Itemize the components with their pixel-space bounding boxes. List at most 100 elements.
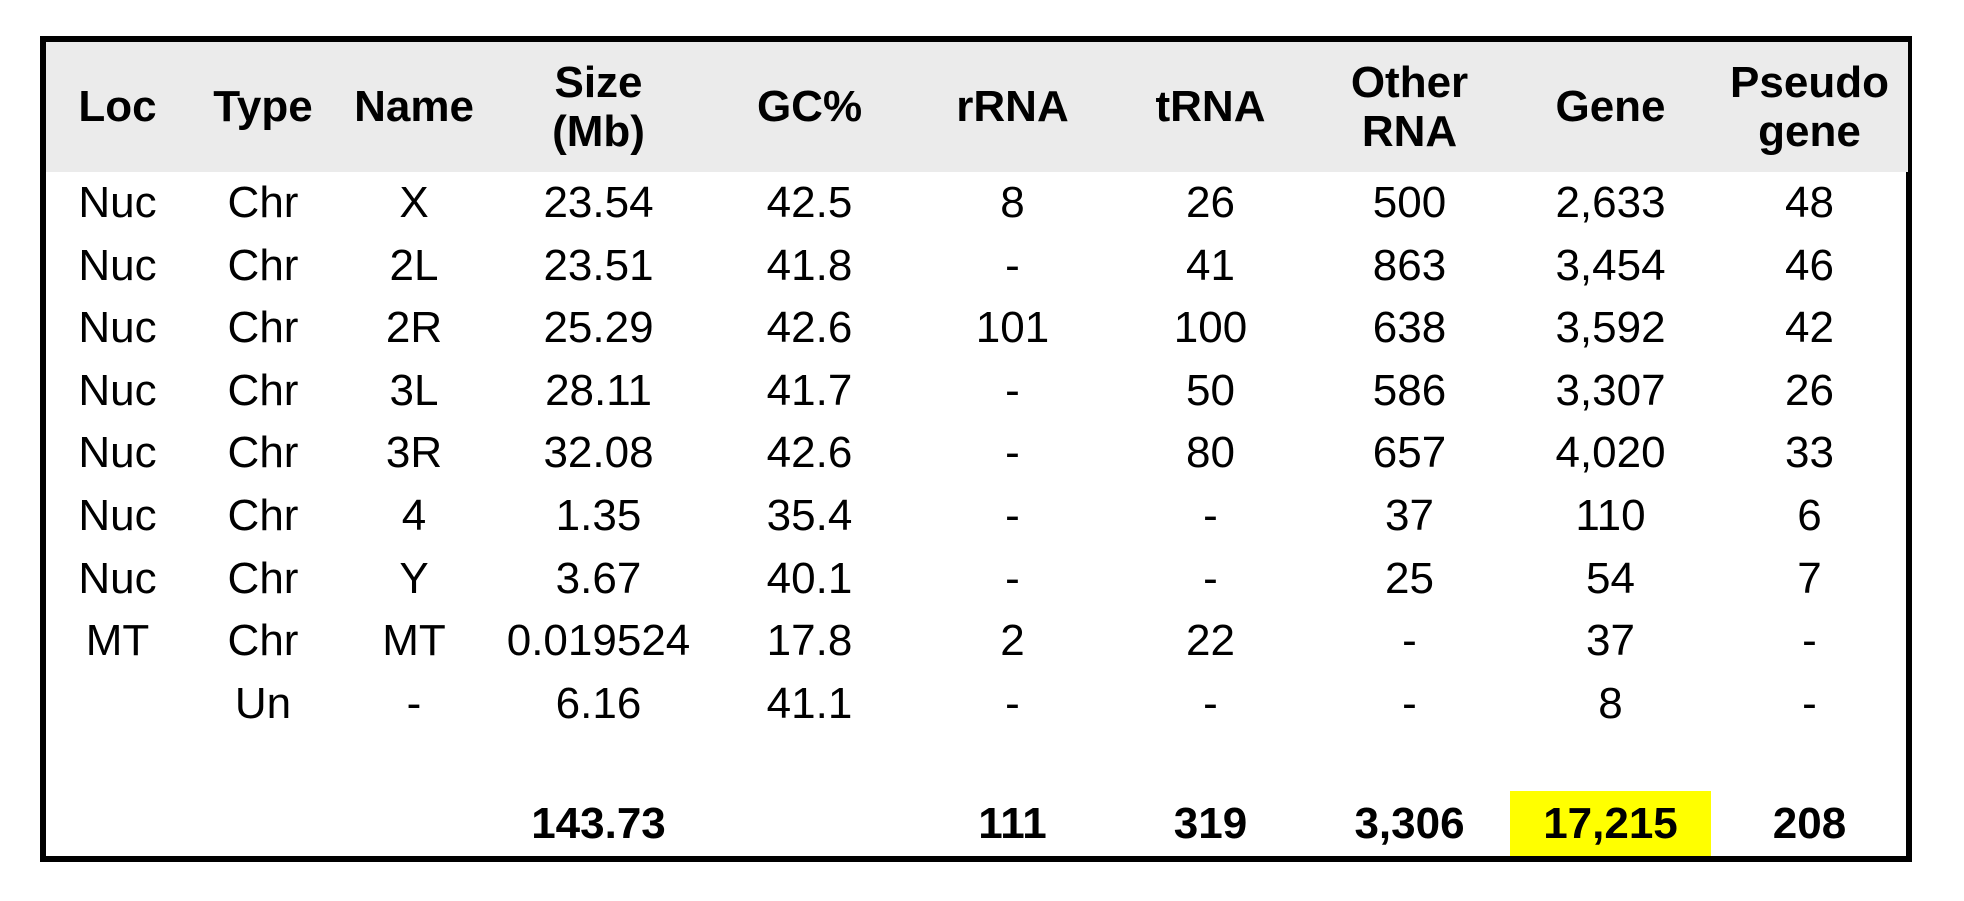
totals-row: 143.73 111 319 3,306 17,215 208	[46, 791, 1908, 856]
table-cell: -	[1005, 428, 1020, 478]
table-cell: Nuc	[78, 365, 157, 415]
table-cell	[706, 735, 913, 791]
table-cell: 6.16	[555, 678, 642, 728]
table-cell: 2R	[385, 303, 443, 353]
table-cell: 863	[1372, 240, 1447, 290]
table-cell: 4,020	[1555, 428, 1666, 478]
table-cell: -	[1005, 553, 1020, 603]
table-cell: 2,633	[1555, 178, 1666, 228]
table-cell: 28.11	[545, 365, 652, 415]
table-cell: 586	[1372, 365, 1447, 415]
table-cell: 48	[1785, 178, 1834, 228]
table-cell	[46, 791, 189, 856]
table-row: Nuc Chr Y 3.67 40.1 - - 25 54 7	[46, 547, 1908, 610]
table-cell: -	[1005, 491, 1020, 540]
table-cell: Y	[399, 553, 429, 603]
table-cell: 638	[1372, 303, 1447, 353]
table-cell: 3R	[385, 428, 443, 478]
table-cell: 25.29	[543, 303, 654, 353]
table-cell: Chr	[227, 240, 299, 290]
table-row: Nuc Chr 2L 23.51 41.8 - 41 863 3,454 46	[46, 235, 1908, 298]
table-cell: 41	[1186, 240, 1235, 290]
column-header-gc-percent: GC%	[706, 42, 913, 172]
table-cell: 8	[1000, 178, 1025, 228]
table-cell: MT	[85, 616, 150, 666]
table-cell: Chr	[227, 491, 299, 540]
table-cell	[1510, 735, 1711, 791]
table-cell: -	[1203, 678, 1218, 728]
table-cell: 46	[1785, 240, 1834, 290]
table-cell: 54	[1586, 553, 1635, 603]
table-cell: 35.4	[766, 491, 853, 540]
table-cell	[337, 791, 491, 856]
table-cell: -	[406, 678, 422, 728]
table-cell: -	[1203, 491, 1218, 540]
table-row: Nuc Chr 3L 28.11 41.7 - 50 586 3,307 26	[46, 360, 1908, 423]
table-cell	[491, 735, 706, 791]
table-cell: 3,306	[1354, 798, 1465, 848]
table-cell: 4	[401, 491, 427, 540]
table-cell: Chr	[227, 365, 299, 415]
table-cell: 17.8	[766, 616, 853, 666]
table-cell	[1112, 735, 1309, 791]
table-cell: 111	[978, 798, 1047, 848]
table-cell: MT	[382, 616, 446, 666]
table-cell: Nuc	[78, 240, 157, 290]
table-row: Nuc Chr 4 1.35 35.4 - - 37 110 6	[46, 485, 1908, 548]
table-body: Nuc Chr X 23.54 42.5 8 26 500 2,633 48 Nuc Chr 2L 23.…	[46, 172, 1908, 856]
header-row: Loc Type Name Size (Mb) GC% rRNA tRNA Ot…	[46, 42, 1908, 172]
table-cell: 657	[1372, 428, 1447, 478]
table-cell: 3.67	[555, 553, 642, 603]
table-cell: 3L	[389, 365, 439, 415]
table-cell: 7	[1797, 553, 1822, 603]
table-cell: -	[1203, 553, 1218, 603]
table-cell: 3,592	[1555, 303, 1666, 353]
table-cell: 3,454	[1555, 240, 1666, 290]
table-cell: 37	[1586, 616, 1635, 666]
table-cell: 41.1	[766, 678, 853, 728]
column-header-type: Type	[189, 42, 337, 172]
table-cell: -	[1402, 616, 1417, 666]
table-cell: 143.73	[531, 798, 666, 848]
table-cell: Nuc	[78, 491, 157, 540]
column-header-loc: Loc	[46, 42, 189, 172]
table-cell: 42.6	[766, 303, 853, 353]
table-cell	[189, 735, 337, 791]
table-cell: 26	[1785, 365, 1834, 415]
table-cell: 22	[1186, 616, 1235, 666]
table-cell: 6	[1797, 491, 1822, 540]
table-cell: 32.08	[543, 428, 654, 478]
table-cell: Chr	[227, 553, 299, 603]
table-cell: 110	[1575, 491, 1646, 540]
table-cell: -	[1005, 678, 1020, 728]
table-cell: 41.8	[766, 240, 853, 290]
table-cell: 1.35	[555, 491, 642, 540]
table-cell: -	[1802, 616, 1817, 666]
table-cell: Chr	[227, 178, 299, 228]
table-cell: Un	[234, 678, 292, 728]
column-header-pseudogene: Pseudo gene	[1711, 42, 1908, 172]
table-cell: Nuc	[78, 428, 157, 478]
column-header-gene: Gene	[1510, 42, 1711, 172]
column-header-name: Name	[337, 42, 491, 172]
table-cell: 101	[975, 303, 1050, 353]
table-cell: 25	[1385, 553, 1434, 603]
table-cell: 37	[1385, 491, 1434, 540]
table-cell	[913, 735, 1112, 791]
table-cell	[706, 791, 913, 856]
column-header-size-mb: Size (Mb)	[491, 42, 706, 172]
table-cell: 0.019524	[506, 616, 691, 666]
table-header: Loc Type Name Size (Mb) GC% rRNA tRNA Ot…	[46, 42, 1908, 172]
table-cell: -	[1402, 678, 1417, 728]
table-cell: 33	[1785, 428, 1834, 478]
table-cell: 319	[1173, 798, 1248, 848]
table-cell: -	[1005, 365, 1020, 415]
table-cell	[46, 735, 189, 791]
table-cell: Nuc	[78, 178, 157, 228]
table-cell: 2L	[389, 240, 439, 290]
table-cell: 42	[1785, 303, 1834, 353]
table-cell: 8	[1598, 678, 1623, 728]
table-row: Nuc Chr 3R 32.08 42.6 - 80 657 4,020 33	[46, 422, 1908, 485]
table-cell: 23.54	[543, 178, 654, 228]
table-cell: -	[1802, 678, 1817, 728]
